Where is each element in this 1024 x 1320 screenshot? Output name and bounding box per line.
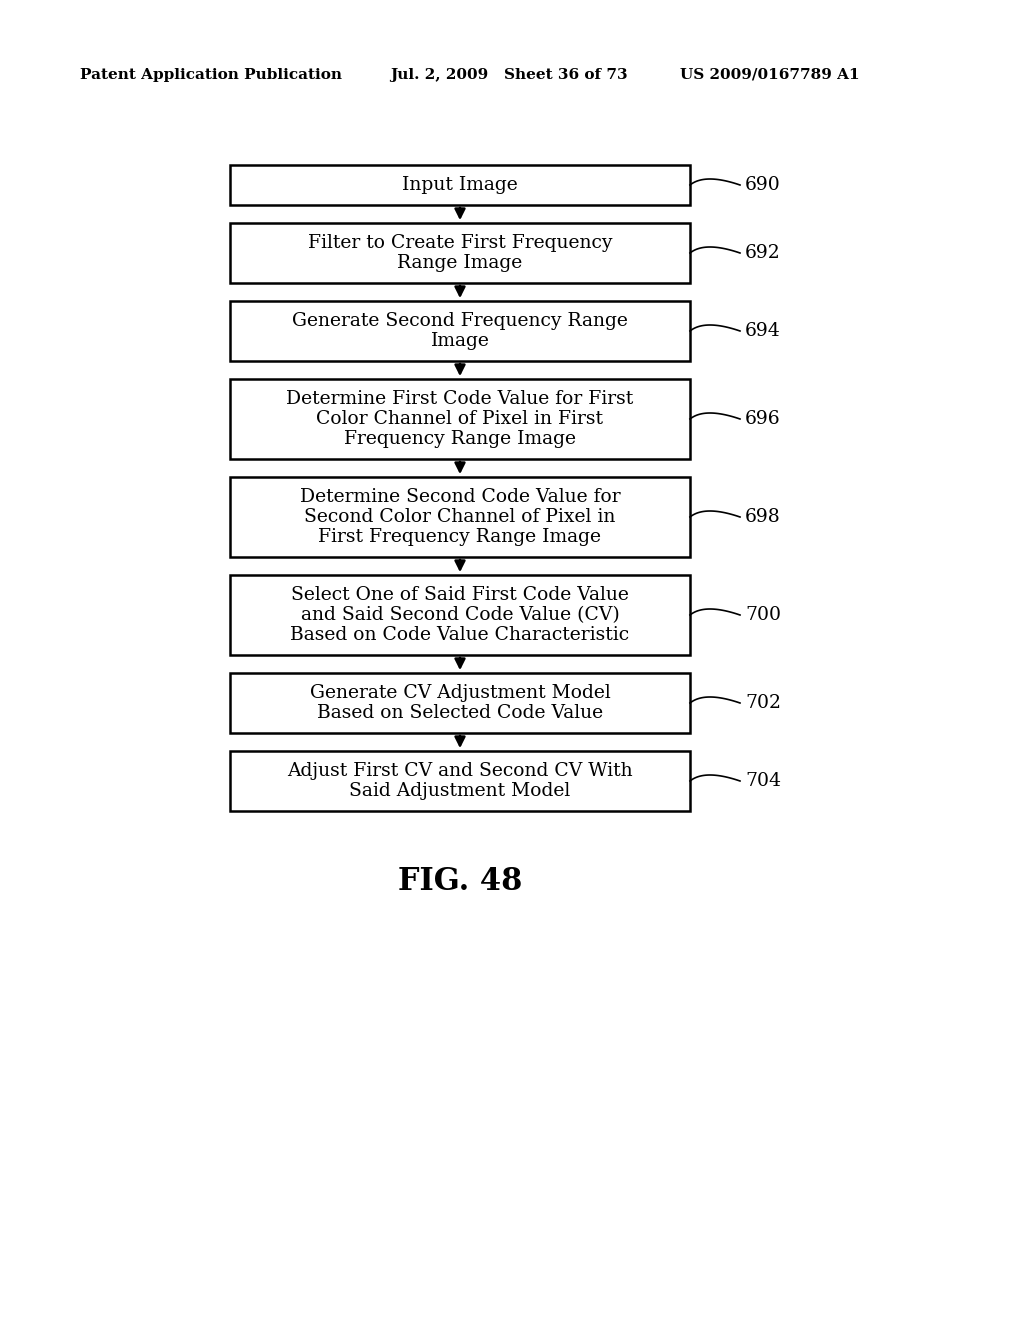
Text: Select One of Said First Code Value: Select One of Said First Code Value <box>291 586 629 605</box>
Text: First Frequency Range Image: First Frequency Range Image <box>318 528 601 546</box>
Text: Adjust First CV and Second CV With: Adjust First CV and Second CV With <box>287 762 633 780</box>
Bar <box>230 223 690 282</box>
Bar <box>230 477 690 557</box>
Text: Determine First Code Value for First: Determine First Code Value for First <box>287 389 634 408</box>
Text: Image: Image <box>430 333 489 350</box>
Bar <box>230 165 690 205</box>
Text: 704: 704 <box>745 772 781 789</box>
Text: FIG. 48: FIG. 48 <box>397 866 522 898</box>
Text: Color Channel of Pixel in First: Color Channel of Pixel in First <box>316 411 603 428</box>
Text: Input Image: Input Image <box>402 176 518 194</box>
Text: Jul. 2, 2009   Sheet 36 of 73: Jul. 2, 2009 Sheet 36 of 73 <box>390 69 628 82</box>
Text: 702: 702 <box>745 694 781 711</box>
Text: Based on Code Value Characteristic: Based on Code Value Characteristic <box>291 626 630 644</box>
Text: Second Color Channel of Pixel in: Second Color Channel of Pixel in <box>304 508 615 525</box>
Text: US 2009/0167789 A1: US 2009/0167789 A1 <box>680 69 859 82</box>
Text: Frequency Range Image: Frequency Range Image <box>344 430 575 447</box>
Text: Filter to Create First Frequency: Filter to Create First Frequency <box>308 234 612 252</box>
Text: 696: 696 <box>745 411 780 428</box>
Text: Determine Second Code Value for: Determine Second Code Value for <box>300 488 621 506</box>
Text: Generate CV Adjustment Model: Generate CV Adjustment Model <box>309 684 610 702</box>
Bar <box>230 673 690 733</box>
Text: Based on Selected Code Value: Based on Selected Code Value <box>317 704 603 722</box>
Text: Generate Second Frequency Range: Generate Second Frequency Range <box>292 312 628 330</box>
Text: 698: 698 <box>745 508 780 525</box>
Text: 690: 690 <box>745 176 780 194</box>
Text: Patent Application Publication: Patent Application Publication <box>80 69 342 82</box>
Bar <box>230 751 690 810</box>
Text: Range Image: Range Image <box>397 253 522 272</box>
Text: and Said Second Code Value (CV): and Said Second Code Value (CV) <box>301 606 620 624</box>
Text: 700: 700 <box>745 606 781 624</box>
Text: 692: 692 <box>745 244 780 261</box>
Bar <box>230 301 690 360</box>
Text: 694: 694 <box>745 322 780 341</box>
Bar <box>230 576 690 655</box>
Bar <box>230 379 690 459</box>
Text: Said Adjustment Model: Said Adjustment Model <box>349 781 570 800</box>
